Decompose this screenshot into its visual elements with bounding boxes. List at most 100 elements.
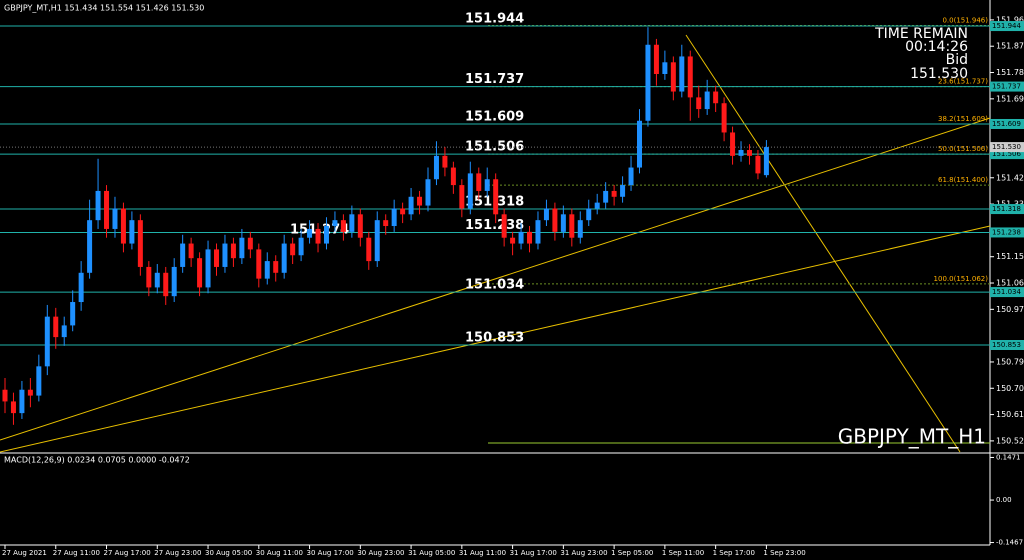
x-tick-label: 1 Sep 05:00 xyxy=(611,549,653,557)
candle-body xyxy=(120,208,126,244)
current-price-label: 151.530 xyxy=(992,143,1021,151)
x-tick-label: 30 Aug 11:00 xyxy=(256,549,303,557)
candle-body xyxy=(332,220,338,227)
candle-body xyxy=(552,208,558,232)
candle-body xyxy=(95,190,101,221)
candle-body xyxy=(518,231,524,244)
candle-body xyxy=(281,243,287,273)
price-box-label: 151.034 xyxy=(992,288,1021,296)
candle-body xyxy=(738,150,744,156)
candle-body xyxy=(374,220,380,262)
candle-body xyxy=(730,132,736,156)
x-tick-label: 31 Aug 11:00 xyxy=(459,549,506,557)
candle-body xyxy=(383,220,389,227)
candle-body xyxy=(19,389,25,414)
candle-body xyxy=(70,302,76,326)
bid-value: 151.530 xyxy=(910,66,968,82)
candle-body xyxy=(408,196,414,215)
candle-body xyxy=(535,220,541,244)
candle-body xyxy=(230,243,236,259)
bid-label: Bid xyxy=(946,52,968,68)
candle-body xyxy=(746,150,752,156)
candle-body xyxy=(53,316,59,338)
y-tick-label: 151.785 xyxy=(996,68,1024,77)
x-tick-label: 1 Sep 17:00 xyxy=(713,549,755,557)
price-box-label: 150.853 xyxy=(992,341,1021,349)
candle-body xyxy=(670,62,676,92)
timer-title: TIME REMAIN xyxy=(874,26,968,42)
candle-body xyxy=(27,389,33,396)
price-box-label: 151.318 xyxy=(992,205,1021,213)
price-box xyxy=(990,21,1024,32)
x-tick-label: 27 Aug 23:00 xyxy=(154,549,201,557)
x-tick-label: 1 Sep 23:00 xyxy=(763,549,805,557)
candle-body xyxy=(527,231,533,244)
trendline xyxy=(0,225,991,453)
y-tick-label: 150.615 xyxy=(996,410,1024,419)
candle-body xyxy=(425,179,431,206)
candle-body xyxy=(603,190,609,203)
candle-body xyxy=(315,228,321,244)
y-tick-label: 151.425 xyxy=(996,173,1024,182)
price-box-label: 151.737 xyxy=(992,83,1021,91)
x-tick-label: 30 Aug 05:00 xyxy=(205,549,252,557)
candle-body xyxy=(10,401,16,414)
candle-body xyxy=(493,179,499,215)
y-tick-label: 150.795 xyxy=(996,357,1024,366)
x-tick-label: 27 Aug 11:00 xyxy=(53,549,100,557)
fib-label: 61.8(151.400) xyxy=(938,176,988,184)
timer-time: 00:14:26 xyxy=(905,39,968,55)
price-box xyxy=(990,142,1024,153)
candle-body xyxy=(450,167,456,186)
level-label: 151.034 xyxy=(465,278,524,293)
candle-body xyxy=(755,155,761,174)
candle-body xyxy=(467,173,473,209)
level-label: 151.944 xyxy=(465,12,524,27)
candle-body xyxy=(2,389,8,402)
candle-body xyxy=(349,214,355,232)
candle-body xyxy=(645,44,651,121)
candle-body xyxy=(214,249,219,267)
x-tick-label: 31 Aug 23:00 xyxy=(560,549,607,557)
candle-body xyxy=(543,208,549,221)
candle-body xyxy=(391,208,397,227)
candle-body xyxy=(586,208,592,221)
candle-body xyxy=(637,120,642,168)
candle-body xyxy=(433,155,439,180)
candle-body xyxy=(340,220,346,232)
candle-body xyxy=(560,214,566,232)
x-tick-label: 1 Sep 11:00 xyxy=(662,549,704,557)
candle-body xyxy=(197,258,203,288)
candle-body xyxy=(222,243,228,267)
candle-body xyxy=(323,226,329,244)
candle-body xyxy=(679,56,685,92)
candle-body xyxy=(171,266,177,297)
level-label: 151.609 xyxy=(465,109,524,124)
candle-body xyxy=(273,261,279,273)
candle-body xyxy=(44,316,50,367)
trendline xyxy=(0,117,991,441)
x-tick-label: 31 Aug 17:00 xyxy=(510,549,557,557)
level-label: 151.737 xyxy=(465,72,524,87)
candle-body xyxy=(569,214,575,238)
candle-body xyxy=(628,167,634,186)
x-tick-label: 31 Aug 05:00 xyxy=(408,549,455,557)
macd-label: MACD(12,26,9) 0.0234 0.0705 0.0000 -0.04… xyxy=(4,456,190,465)
candle-body xyxy=(484,179,490,191)
y-tick-label: 151.875 xyxy=(996,42,1024,51)
price-box-label: 151.506 xyxy=(992,150,1021,158)
candle-body xyxy=(137,220,143,267)
fib-label: 0.0(151.946) xyxy=(942,16,988,24)
candle-body xyxy=(256,249,262,279)
candle-body xyxy=(307,228,313,238)
x-tick-label: 30 Aug 17:00 xyxy=(307,549,354,557)
candle-body xyxy=(239,237,245,259)
trendline xyxy=(685,34,961,453)
candle-body xyxy=(713,91,719,104)
fib-label: 23.6(151.737) xyxy=(938,78,988,86)
watermark: GBPJPY_MT_H1 xyxy=(838,425,986,449)
price-box-label: 151.238 xyxy=(992,228,1021,236)
